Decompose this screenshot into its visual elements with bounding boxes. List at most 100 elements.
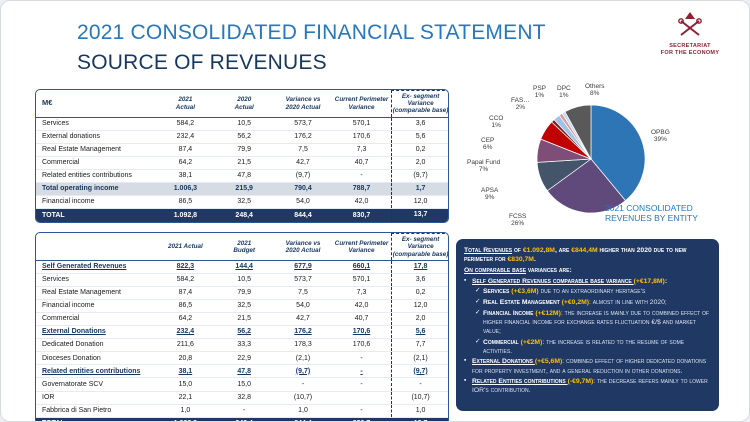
- cell-value: 144,4: [214, 260, 274, 274]
- commentary-text: External Donations (+€5,6M): combined ef…: [472, 358, 707, 375]
- cell-value: 176,2: [273, 130, 333, 144]
- revenues-vs-2020-table: M€ 2021 Actual 2020 Actual Variance vs 2020…: [35, 89, 449, 224]
- cell-value: 32,5: [214, 299, 274, 314]
- table: 2021 Actual 2021 Budget Variance vs 2020 A…: [36, 233, 448, 421]
- table-row: Related entities contributions 38,1 47,8 (9…: [36, 364, 448, 379]
- page-subtitle: SOURCE OF REVENUES: [77, 51, 327, 74]
- row-label: Financial income: [36, 195, 156, 210]
- cell-value: 12,0: [390, 299, 448, 314]
- check-bullet-icon: ✓: [475, 297, 481, 305]
- commentary-text: Financial Income (+€12M): the increase i…: [483, 309, 709, 335]
- cell-value: 1.092,8: [156, 417, 215, 421]
- table-row: Self Generated Revenues 822,3 144,4 677,9 66…: [36, 260, 448, 274]
- cell-value: (9,7): [390, 169, 448, 184]
- table-row: Related entities contributions 38,1 47,8 (9…: [36, 169, 448, 184]
- pie-label: CEP 6%: [481, 137, 495, 152]
- table-row: External Donations 232,4 56,2 176,2 170,6 5,6: [36, 325, 448, 340]
- cell-value: -: [332, 169, 392, 184]
- commentary-text: Self Generated Revenues comparable base …: [472, 277, 668, 285]
- cell-value: 13,7: [390, 417, 448, 421]
- column-header: Current Perimeter Variance: [332, 233, 392, 261]
- cell-value: 0,2: [390, 143, 448, 157]
- cell-value: 54,0: [273, 195, 333, 210]
- column-header: Variance vs 2020 Actual: [273, 233, 333, 261]
- cell-value: 3,6: [390, 273, 448, 288]
- cell-value: 211,6: [156, 338, 215, 353]
- pie-label: Papal Fund 7%: [467, 159, 501, 174]
- row-label: Commercial: [36, 312, 156, 327]
- pie-label: CCO 1%: [489, 115, 504, 130]
- cell-value: 570,1: [332, 117, 392, 131]
- cell-value: 38,1: [156, 169, 215, 184]
- cell-value: 660,1: [332, 260, 392, 274]
- cell-value: 788,7: [332, 182, 392, 197]
- cell-value: 2,0: [390, 156, 448, 170]
- cell-value: 573,7: [273, 117, 333, 131]
- cell-value: 0,2: [390, 286, 448, 301]
- secretariat-crest-icon: [675, 12, 705, 41]
- cell-value: 248,4: [214, 208, 274, 222]
- commentary-text: On comparable base variances are:: [464, 266, 572, 274]
- page-title: 2021 CONSOLIDATED FINANCIAL STATEMENT: [77, 21, 546, 44]
- cell-value: (10,7): [273, 391, 333, 405]
- cell-value: (10,7): [390, 391, 448, 405]
- cell-value: 830,7: [332, 417, 392, 421]
- cell-value: 677,9: [273, 260, 333, 274]
- cell-value: 20,8: [156, 351, 215, 366]
- cell-value: (2,1): [273, 351, 333, 366]
- cell-value: 10,5: [214, 273, 274, 288]
- commentary-line: Total Revenues of €1.092,8M, are €844,4M…: [464, 246, 711, 264]
- table-row: Total operating income 1.006,3 215,9 790,4 7…: [36, 182, 448, 197]
- row-label: Related entities contributions: [36, 364, 156, 379]
- check-bullet-icon: ✓: [475, 287, 481, 295]
- cell-value: 7,5: [273, 286, 333, 301]
- row-label: Dedicated Donation: [36, 338, 156, 353]
- cell-value: 15,0: [214, 377, 274, 392]
- column-header: Variance vs 2020 Actual: [273, 90, 333, 118]
- cell-value: 232,4: [156, 130, 215, 144]
- cell-value: 22,9: [214, 351, 274, 366]
- cell-value: 170,6: [332, 325, 392, 340]
- check-bullet-icon: ✓: [475, 337, 481, 345]
- cell-value: 844,4: [273, 208, 333, 222]
- cell-value: 56,2: [214, 130, 274, 144]
- cell-value: 2,0: [390, 312, 448, 327]
- square-bullet-icon: ▪: [464, 357, 467, 365]
- square-bullet-icon: ▪: [464, 276, 467, 284]
- cell-value: 10,5: [214, 117, 274, 131]
- cell-value: 3,6: [390, 117, 448, 131]
- cell-value: 17,8: [390, 260, 448, 274]
- row-label: TOTAL: [36, 417, 156, 421]
- commentary-text: Related Entities contributions (-€9,7M):…: [472, 378, 708, 395]
- cell-value: -: [332, 404, 392, 418]
- cell-value: 1.006,3: [156, 182, 215, 197]
- cell-value: 248,4: [214, 417, 274, 421]
- cell-value: 584,2: [156, 273, 215, 288]
- commentary-line: ▪ Related Entities contributions (-€9,7M)…: [464, 377, 711, 395]
- commentary-line: ✓ Services (+€3,6M) due to an extraordina…: [464, 287, 711, 296]
- cell-value: 21,5: [214, 312, 274, 327]
- cell-value: 844,4: [273, 417, 333, 421]
- table-row: Commercial 64,2 21,5 42,7 40,7 2,0: [36, 312, 448, 327]
- pie-slice-others: [564, 104, 592, 160]
- cell-value: (9,7): [390, 364, 448, 379]
- cell-value: 1.092,8: [156, 208, 215, 222]
- unit-label: [36, 233, 156, 261]
- pie-label: PSP 1%: [533, 85, 547, 100]
- cell-value: 42,0: [332, 299, 392, 314]
- pie-chart-panel: OPBG 39% FCSS 26% APSA 9% Papal Fund 7% CEP …: [459, 83, 719, 237]
- cell-value: (9,7): [273, 169, 333, 184]
- cell-value: 87,4: [156, 143, 215, 157]
- revenues-by-entity-pie-chart: [536, 104, 646, 214]
- cell-value: 7,3: [332, 286, 392, 301]
- pie-label: DPC 1%: [557, 85, 571, 100]
- row-label: Dioceses Donation: [36, 351, 156, 366]
- column-header: Ex- segment Variance (comparable base): [390, 233, 448, 261]
- pie-label: APSA 9%: [481, 187, 499, 202]
- pie-chart-caption: 2021 CONSOLIDATED REVENUES BY ENTITY: [605, 203, 698, 224]
- column-header: 2020 Actual: [214, 90, 274, 118]
- pie-label: FAS… 2%: [511, 97, 530, 112]
